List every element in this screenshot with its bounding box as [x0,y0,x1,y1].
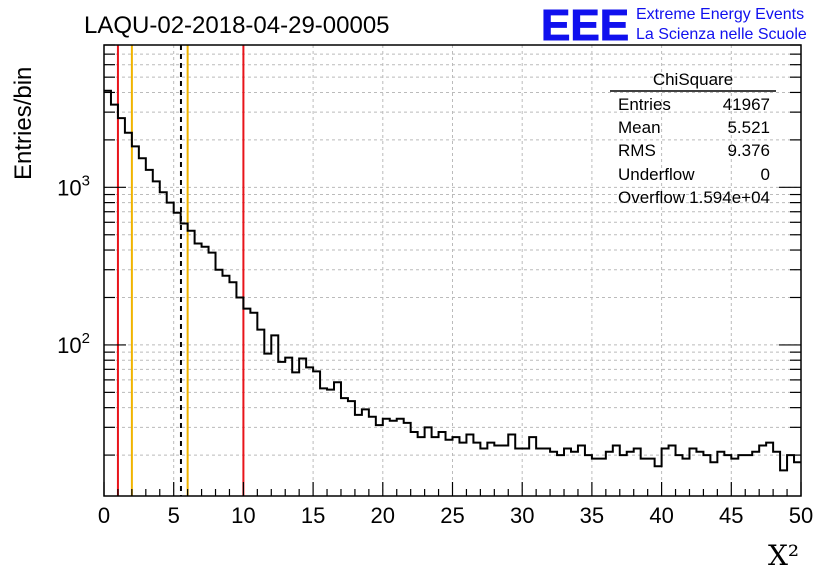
grid-lines [104,44,801,496]
stats-overflow-label: Overflow [618,188,686,207]
x-tick-label: 35 [580,503,604,528]
stats-rms-label: RMS [618,141,656,160]
stats-title: ChiSquare [653,70,733,89]
logo-line-1: Extreme Energy Events [636,6,804,23]
x-tick-label: 50 [789,503,813,528]
reference-lines [116,45,245,496]
x-tick-label: 25 [440,503,464,528]
stats-entries-label: Entries [618,95,671,114]
x-tick-label: 30 [510,503,534,528]
stats-mean-value: 5.521 [727,118,770,137]
axis-ticks [103,44,802,496]
x-axis-label: X² [768,539,799,572]
stats-underflow-label: Underflow [618,165,695,184]
y-axis-label: Entries/bin [10,67,37,180]
x-tick-label: 20 [371,503,395,528]
stats-underflow-value: 0 [761,165,770,184]
stats-overflow-value: 1.594e+04 [689,188,770,207]
histogram-outline [104,89,801,472]
stats-mean-label: Mean [618,118,661,137]
x-tick-label: 5 [168,503,180,528]
x-tick-label: 45 [719,503,743,528]
stats-entries-value: 41967 [723,95,770,114]
y-tick-label: 103 [57,172,90,200]
logo-line-2: La Scienza nelle Scuole [636,26,807,43]
x-tick-labels: 0 5 10 15 20 25 30 35 40 45 50 [98,503,813,528]
x-tick-label: 0 [98,503,110,528]
run-title: LAQU-02-2018-04-29-00005 [84,12,390,39]
y-tick-label: 102 [57,330,90,358]
x-tick-label: 40 [649,503,673,528]
y-tick-labels: 103 102 [57,172,90,358]
stats-box: ChiSquare Entries 41967 Mean 5.521 RMS 9… [610,70,776,207]
stats-rms-value: 9.376 [727,141,770,160]
logo-eee: EEE [541,1,629,50]
x-tick-label: 10 [231,503,255,528]
x-tick-label: 15 [301,503,325,528]
